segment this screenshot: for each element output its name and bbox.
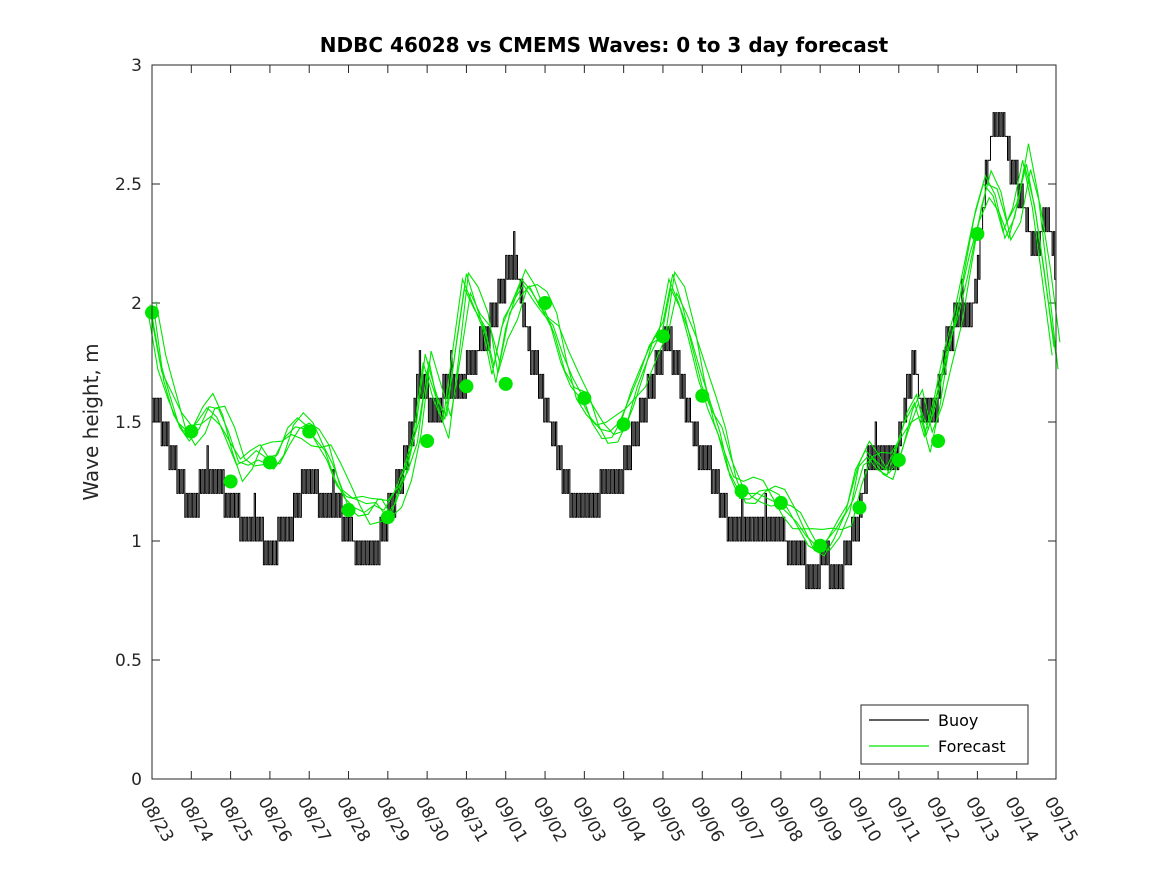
forecast-marker xyxy=(852,500,867,515)
legend-forecast-label: Forecast xyxy=(938,737,1006,756)
y-tick-label: 3 xyxy=(131,56,142,76)
legend-box xyxy=(860,704,1029,765)
forecast-line xyxy=(155,169,1061,557)
forecast-marker xyxy=(459,379,474,394)
forecast-marker xyxy=(695,388,710,403)
forecast-line xyxy=(149,165,1055,553)
forecast-marker xyxy=(813,538,828,553)
y-tick-label: 0 xyxy=(131,770,142,790)
chart-title: NDBC 46028 vs CMEMS Waves: 0 to 3 day fo… xyxy=(320,33,889,57)
forecast-marker xyxy=(498,376,513,391)
y-tick-label: 1 xyxy=(131,532,142,552)
forecast-marker xyxy=(223,474,238,489)
forecast-line xyxy=(153,143,1059,531)
forecast-marker xyxy=(931,434,946,449)
forecast-marker xyxy=(184,424,199,439)
forecast-marker xyxy=(616,417,631,432)
forecast-marker xyxy=(734,484,749,499)
y-tick-label: 1.5 xyxy=(115,413,142,433)
forecast-markers xyxy=(145,226,985,553)
forecast-marker xyxy=(302,424,317,439)
forecast-marker xyxy=(262,455,277,470)
forecast-marker xyxy=(970,226,985,241)
y-tick-label: 2.5 xyxy=(115,175,142,195)
forecast-series xyxy=(147,143,1061,557)
forecast-marker xyxy=(773,495,788,510)
plot-frame xyxy=(151,64,1057,780)
y-axis-label: Wave height, m xyxy=(79,343,103,500)
legend: Buoy Forecast xyxy=(860,704,1029,765)
forecast-marker xyxy=(380,510,395,525)
forecast-marker xyxy=(538,296,553,310)
y-tick-label: 2 xyxy=(131,294,142,314)
forecast-marker xyxy=(577,391,592,406)
y-tick-label: 0.5 xyxy=(115,651,142,671)
forecast-marker xyxy=(341,503,356,518)
forecast-marker xyxy=(655,329,670,344)
forecast-marker xyxy=(891,453,906,468)
forecast-marker xyxy=(420,434,435,449)
y-axis: 0 0.5 1 1.5 2 2.5 3 xyxy=(115,56,1056,790)
legend-buoy-label: Buoy xyxy=(938,711,978,730)
